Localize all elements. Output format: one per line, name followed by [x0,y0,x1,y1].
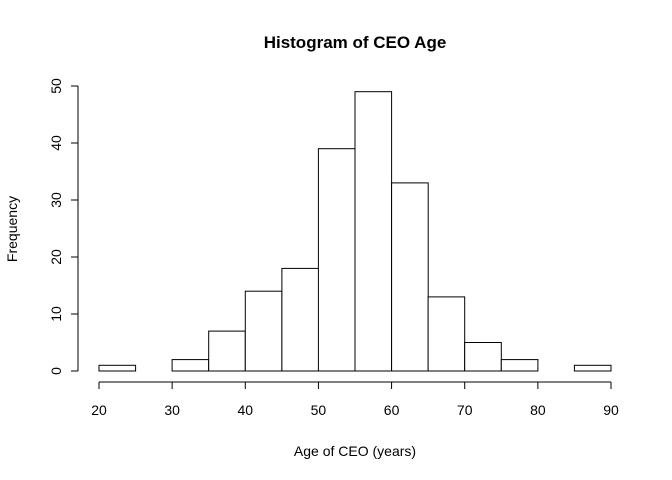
histogram-bar [98,364,137,372]
histogram-bar [244,290,283,372]
y-tick-label: 0 [48,367,64,375]
x-tick-label: 40 [237,402,253,418]
x-tick-label: 80 [530,402,546,418]
y-tick-label: 50 [48,78,64,94]
y-tick-label: 10 [48,306,64,322]
y-axis: 0 10 20 30 40 50 [48,78,79,375]
histogram-bar [391,182,429,372]
y-axis-label: Frequency [4,196,20,262]
x-tick-label: 30 [164,402,180,418]
x-axis: 20 30 40 50 60 70 80 90 [91,381,619,418]
histogram-bar [427,296,466,372]
histogram-bar [500,359,539,372]
x-axis-label: Age of CEO (years) [294,443,416,459]
x-tick-label: 20 [91,402,107,418]
histogram-bar [281,267,319,372]
x-tick-label: 60 [384,402,400,418]
histogram-bar [317,148,356,372]
chart-title: Histogram of CEO Age [264,33,447,52]
bars-group [98,91,612,372]
histogram-bar [171,359,210,372]
y-tick-label: 40 [48,135,64,151]
histogram-bar [354,91,393,372]
histogram-bar [208,330,246,372]
y-tick-label: 20 [48,249,64,265]
x-tick-label: 90 [603,402,619,418]
y-tick-label: 30 [48,192,64,208]
x-tick-label: 70 [457,402,473,418]
x-tick-label: 50 [311,402,327,418]
histogram-bar [464,342,502,372]
histogram-bar [573,364,612,372]
